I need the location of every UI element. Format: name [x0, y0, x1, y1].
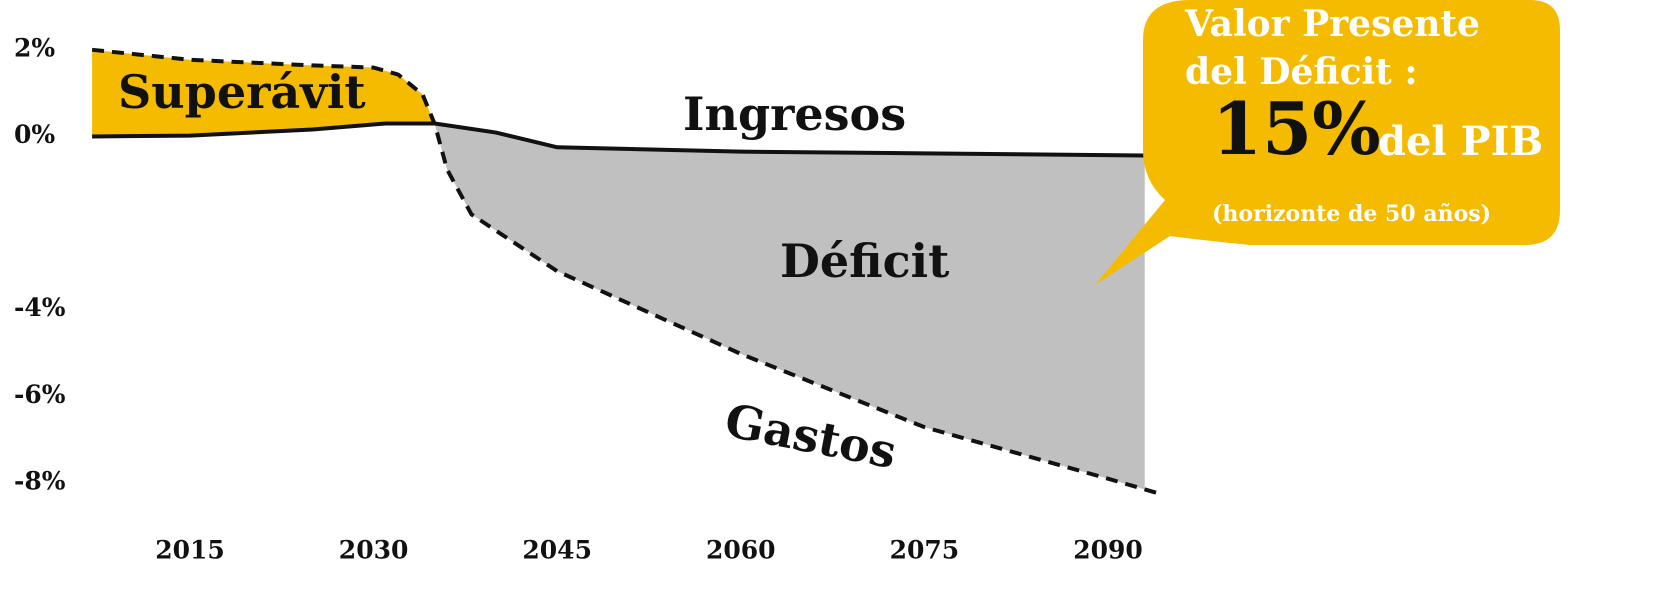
surplus-area — [92, 49, 435, 137]
callout-line: Valor Presente — [1184, 3, 1480, 45]
area-label: Superávit — [118, 65, 366, 119]
x-tick-label: 2090 — [1073, 536, 1143, 565]
callout-note: (horizonte de 50 años) — [1212, 201, 1491, 227]
y-tick-label: -4% — [14, 293, 66, 322]
y-tick-label: -8% — [14, 467, 66, 496]
callout-bubble — [1095, 0, 1560, 285]
series-line — [91, 47, 1158, 495]
callout-line: del Déficit : — [1185, 51, 1418, 93]
x-tick-label: 2060 — [706, 536, 776, 565]
y-tick-label: -6% — [14, 380, 66, 409]
y-tick-label: 0% — [14, 120, 55, 149]
x-tick-label: 2075 — [890, 536, 960, 565]
area-label: Déficit — [780, 234, 950, 288]
x-tick-label: 2030 — [339, 536, 409, 565]
x-tick-label: 2045 — [522, 536, 592, 565]
callout-unit: del PIB — [1378, 118, 1543, 165]
series-line — [92, 121, 1145, 158]
callout-value: 15% — [1212, 86, 1381, 171]
deficit-area — [434, 123, 1145, 490]
y-tick-label: 2% — [14, 33, 55, 62]
series-label: Ingresos — [683, 87, 906, 141]
x-tick-label: 2015 — [155, 536, 225, 565]
